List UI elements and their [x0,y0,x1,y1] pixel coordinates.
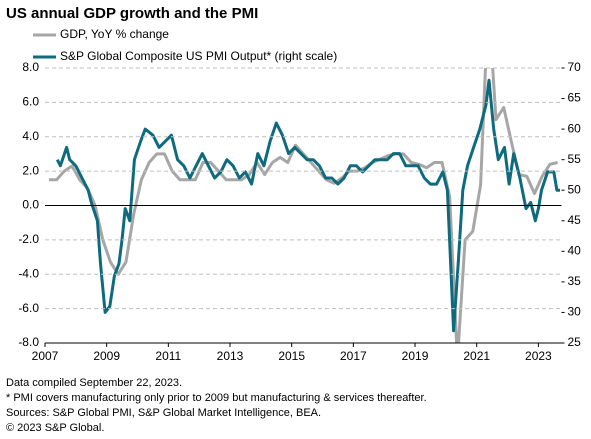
y-tick-label: -6.0 [18,301,39,315]
y2-tick-label: 55 [568,152,582,166]
y-tick-label: -8.0 [18,335,39,349]
plot-area [48,68,560,343]
note: Sources: S&P Global PMI, S&P Global Mark… [6,407,321,419]
x-tick-label: 2019 [402,349,429,363]
x-tick-label: 2021 [463,349,490,363]
y-tick-label: 6.0 [22,95,39,109]
y2-tick-label: 40 [568,244,582,258]
y2-tick-label: 50 [568,182,582,196]
chart-title: US annual GDP growth and the PMI [6,5,258,22]
series-line [55,78,560,333]
legend-label: GDP, YoY % change [60,27,169,41]
y2-tick-label: 65 [568,91,582,105]
y2-tick-label: 60 [568,121,582,135]
y2-tick-label: 25 [568,335,582,349]
note: Data compiled September 22, 2023. [6,377,182,389]
note: © 2023 S&P Global. [6,422,104,434]
y-tick-label: -4.0 [18,266,39,280]
y2-tick-label: 35 [568,274,582,288]
y2-tick-label: 45 [568,213,582,227]
x-tick-label: 2017 [340,349,367,363]
y2-tick-label: 30 [568,305,582,319]
x-tick-label: 2013 [217,349,244,363]
x-tick-label: 2011 [155,349,181,363]
y-tick-label: 2.0 [22,163,39,177]
x-tick-label: 2023 [525,349,552,363]
y-tick-label: 0.0 [22,198,39,212]
y-tick-label: -2.0 [18,232,39,246]
legend-label: S&P Global Composite US PMI Output* (rig… [60,49,337,63]
x-tick-label: 2009 [93,349,120,363]
x-tick-label: 2015 [278,349,305,363]
y-tick-label: 4.0 [22,129,39,143]
y2-tick-label: 70 [568,60,582,74]
note: * PMI covers manufacturing only prior to… [6,392,427,404]
y-tick-label: 8.0 [22,60,39,74]
x-tick-label: 2007 [32,349,59,363]
